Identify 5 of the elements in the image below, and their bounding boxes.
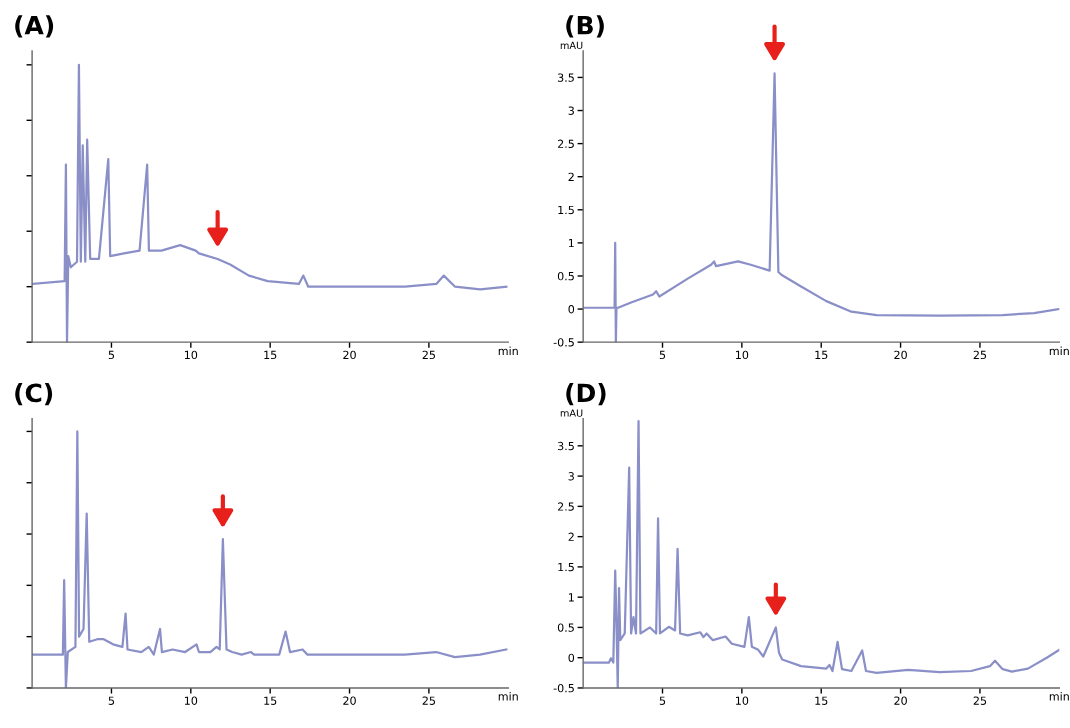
line-series [583,419,1060,688]
chart-title: (A) [15,15,54,38]
chart-title: (C) [15,382,53,406]
chart-title: (B) [566,15,604,38]
chart-title: (D) [566,382,606,406]
